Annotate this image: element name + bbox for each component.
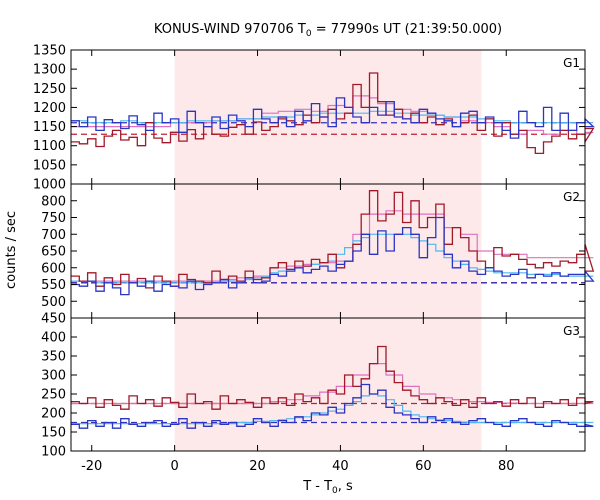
panel-label: G3: [563, 324, 580, 338]
y-tick-label: 350: [41, 350, 66, 365]
series-raw-b: [71, 97, 595, 139]
x-tick-label: 0: [170, 459, 178, 474]
x-axis-label: T - T0, s: [302, 479, 353, 496]
panel-label: G2: [563, 190, 580, 204]
y-tick-label: 750: [41, 211, 66, 226]
y-tick-label: 1100: [33, 139, 66, 154]
shaded-interval: [174, 184, 482, 318]
x-tick-label: 80: [498, 459, 515, 474]
y-tick-label: 1200: [33, 101, 66, 116]
series-raw-b: [71, 383, 594, 429]
series-smooth-a: [71, 210, 594, 282]
y-tick-label: 400: [41, 331, 66, 346]
y-tick-label: 1250: [33, 82, 66, 97]
y-tick-label: 100: [41, 445, 66, 460]
y-axis-label: counts / sec: [4, 211, 19, 289]
y-tick-label: 1150: [33, 120, 66, 135]
series-smooth-b: [71, 393, 594, 425]
y-tick-label: 800: [41, 194, 66, 209]
x-tick-label: 40: [332, 459, 349, 474]
y-tick-label: 1300: [33, 63, 66, 78]
y-tick-label: 300: [41, 369, 66, 384]
y-tick-label: 550: [41, 278, 66, 293]
y-tick-label: 200: [41, 407, 66, 422]
chart-title: KONUS-WIND 970706 T0 = 77990s UT (21:39:…: [154, 22, 502, 39]
x-tick-label: -20: [81, 459, 102, 474]
shaded-interval: [174, 318, 482, 451]
y-tick-label: 700: [41, 228, 66, 243]
x-tick-label: 60: [415, 459, 432, 474]
y-tick-label: 1000: [33, 178, 66, 193]
panel-g1: 1000 1050 1100 1150 1200 1250 1300 1350 G1: [33, 44, 595, 193]
y-tick-label: 1050: [33, 158, 66, 173]
series-raw-a: [71, 190, 595, 289]
panel-frame: [70, 317, 586, 452]
y-tick-label: 500: [41, 295, 66, 310]
y-tick-label: 450: [41, 312, 66, 327]
panel-label: G1: [563, 56, 580, 70]
y-tick-label: 650: [41, 245, 66, 260]
x-tick-label: 20: [249, 459, 266, 474]
panel-g3: 100 150 200 250 300 350 400 G3: [41, 317, 594, 460]
y-tick-label: 250: [41, 388, 66, 403]
panels-group: 10001050110011501200125013001350G1450500…: [33, 44, 595, 474]
y-tick-label: 150: [41, 426, 66, 441]
series-raw-b: [71, 216, 595, 296]
series-raw-a: [71, 345, 594, 410]
y-tick-label: 600: [41, 261, 66, 276]
y-tick-label: 1350: [33, 44, 66, 59]
series-smooth-b: [71, 110, 594, 124]
